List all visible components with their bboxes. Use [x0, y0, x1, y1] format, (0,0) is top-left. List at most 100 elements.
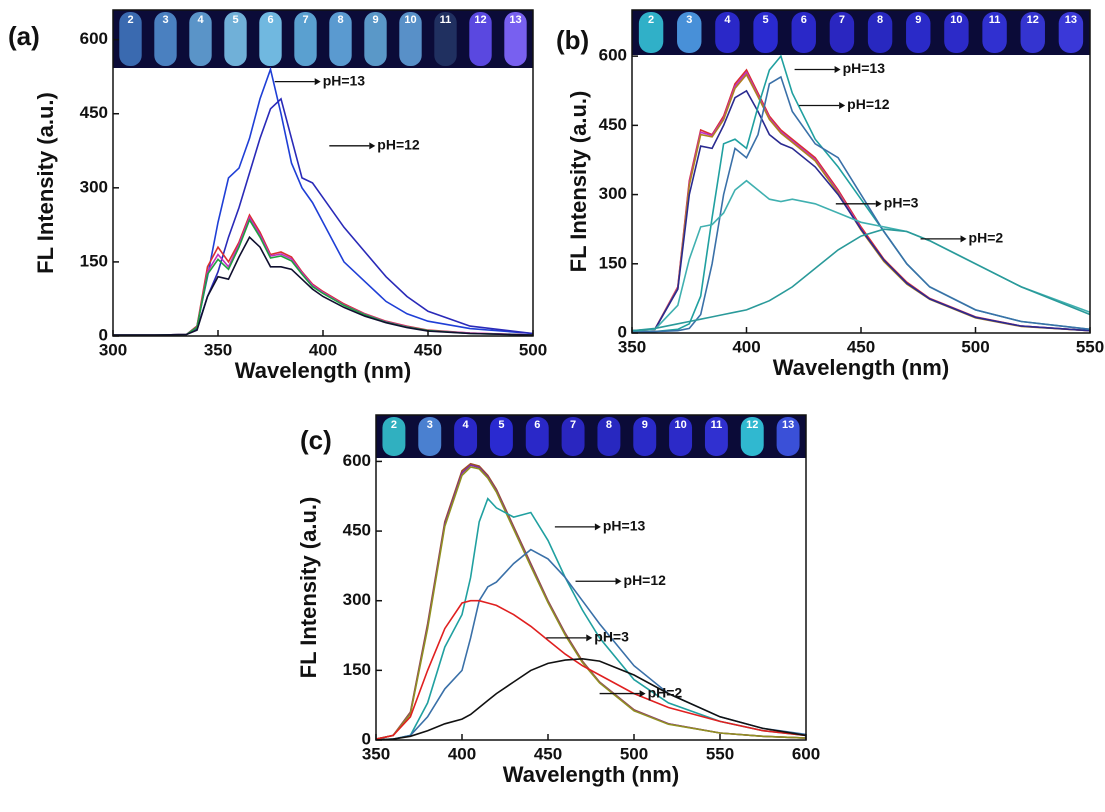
annotation: pH=13 — [323, 72, 366, 88]
annotation: pH=2 — [648, 684, 683, 700]
series-line — [376, 466, 806, 740]
x-tick-label: 350 — [204, 340, 232, 359]
y-tick-label: 450 — [343, 521, 371, 540]
tube — [154, 12, 177, 66]
tube — [776, 417, 800, 456]
tube — [329, 12, 352, 66]
series-line — [376, 464, 806, 740]
tube — [638, 12, 664, 53]
y-tick-label: 0 — [618, 322, 627, 341]
arrow-head — [586, 634, 593, 642]
tube — [715, 12, 740, 53]
annotation: pH=12 — [377, 137, 420, 153]
x-tick-label: 450 — [534, 744, 562, 763]
tube-label: 4 — [197, 14, 204, 26]
tube-label: 4 — [724, 14, 731, 26]
tube-label: 8 — [606, 419, 612, 431]
arrow-head — [875, 200, 882, 208]
y-tick-label: 300 — [80, 177, 108, 196]
tube — [791, 12, 816, 53]
tube-label: 4 — [463, 419, 470, 431]
x-tick-label: 350 — [618, 337, 646, 356]
y-tick-label: 0 — [362, 729, 371, 748]
series-line — [113, 235, 533, 336]
tube — [119, 12, 142, 66]
tube — [454, 417, 478, 456]
panel-label: (c) — [300, 425, 332, 455]
arrow-head — [839, 102, 846, 110]
tube-strip — [376, 415, 806, 458]
tube-label: 3 — [162, 14, 168, 26]
tube-label: 10 — [404, 14, 416, 26]
panel-label: (a) — [8, 21, 40, 51]
tube-label: 9 — [372, 14, 378, 26]
x-tick-label: 500 — [961, 337, 989, 356]
x-axis-label: Wavelength (nm) — [773, 355, 949, 380]
arrow-head — [960, 235, 967, 243]
series-line — [113, 97, 533, 336]
tube-label: 12 — [746, 419, 758, 431]
tube-label: 5 — [498, 419, 504, 431]
x-tick-label: 550 — [1076, 337, 1104, 356]
x-tick-label: 500 — [620, 744, 648, 763]
arrow-head — [369, 142, 376, 150]
arrow-head — [615, 577, 622, 585]
tube — [469, 12, 492, 66]
annotation: pH=3 — [594, 629, 629, 645]
tube-label: 12 — [1027, 14, 1039, 26]
tube — [1020, 12, 1045, 53]
annotation: pH=13 — [843, 60, 886, 76]
y-tick-label: 600 — [599, 46, 627, 65]
x-tick-label: 450 — [847, 337, 875, 356]
tube-label: 6 — [534, 419, 540, 431]
series-line — [632, 75, 1090, 333]
y-tick-label: 300 — [599, 184, 627, 203]
tube — [829, 12, 855, 53]
arrow-head — [594, 523, 601, 531]
tube — [633, 417, 657, 456]
arrow-head — [314, 78, 321, 86]
tube-label: 12 — [474, 14, 486, 26]
x-tick-label: 400 — [732, 337, 760, 356]
arrow-head — [834, 66, 841, 74]
tube-label: 11 — [440, 14, 452, 26]
tube — [434, 12, 457, 66]
tube-label: 2 — [127, 14, 133, 26]
series-line — [632, 89, 1090, 332]
tube — [418, 417, 442, 456]
series-line — [376, 462, 806, 740]
plot-frame — [375, 414, 807, 741]
panel: 2 3 4 5 6 7 8 9 10 11 12 13 0 150 300 450 600 300 350 400 45… — [8, 9, 547, 383]
y-tick-label: 300 — [343, 590, 371, 609]
y-tick-label: 450 — [599, 115, 627, 134]
y-tick-label: 450 — [80, 103, 108, 122]
series-line — [376, 599, 806, 740]
tube-label: 9 — [915, 14, 921, 26]
tube-label: 9 — [642, 419, 648, 431]
tube — [294, 12, 317, 66]
tube — [504, 12, 527, 66]
tube-label: 13 — [509, 14, 521, 26]
tube-label: 7 — [839, 14, 845, 26]
y-tick-label: 150 — [343, 660, 371, 679]
series-line — [376, 548, 806, 740]
tube-label: 7 — [570, 419, 576, 431]
tube — [1058, 12, 1084, 53]
series-line — [113, 215, 533, 336]
annotation: pH=12 — [624, 572, 667, 588]
panel: 2 3 4 5 6 7 8 9 10 11 12 13 0 150 300 450 600 350 400 450 50… — [296, 414, 820, 787]
tube-label: 3 — [427, 419, 433, 431]
tube-label: 13 — [1065, 14, 1077, 26]
x-tick-label: 450 — [414, 340, 442, 359]
tube-label: 13 — [782, 419, 794, 431]
tube — [597, 417, 621, 456]
tube-label: 8 — [337, 14, 343, 26]
tube — [259, 12, 282, 66]
tube — [525, 417, 549, 456]
x-tick-label: 400 — [448, 744, 476, 763]
tube-label: 2 — [391, 419, 397, 431]
tube-label: 2 — [648, 14, 654, 26]
y-tick-label: 600 — [80, 29, 108, 48]
tube — [189, 12, 212, 66]
